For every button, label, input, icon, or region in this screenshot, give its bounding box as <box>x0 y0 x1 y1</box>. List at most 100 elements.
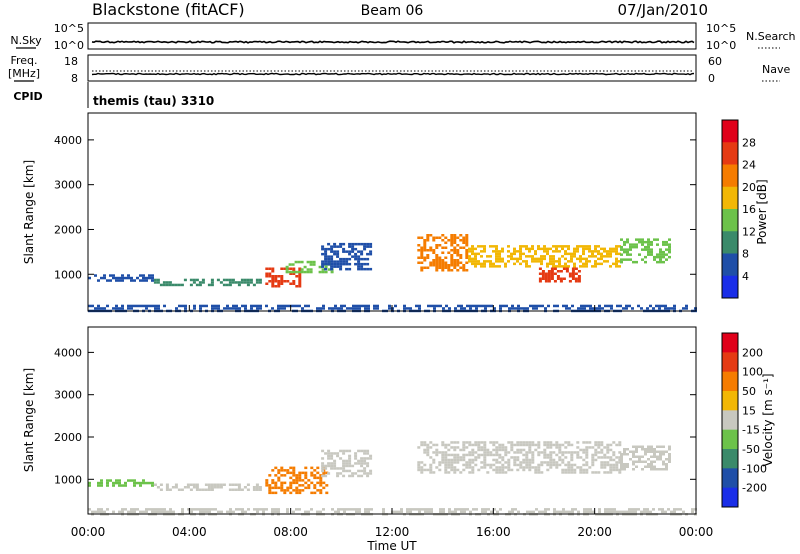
velocity-cell <box>286 469 290 472</box>
velocity-cell <box>298 484 302 487</box>
velocity-cell <box>465 463 469 467</box>
power-cell <box>615 252 618 256</box>
power-cell <box>130 307 133 310</box>
velocity-colorbar-label: Velocity [m s⁻¹] <box>761 373 775 466</box>
velocity-cell <box>321 474 325 478</box>
power-cell <box>256 307 259 310</box>
power-cell <box>615 257 618 261</box>
velocity-cell <box>561 453 565 457</box>
velocity-cell <box>620 463 623 466</box>
velocity-cell <box>501 456 505 459</box>
power-cell <box>321 260 325 263</box>
power-cell <box>441 239 445 242</box>
power-cell <box>298 304 301 308</box>
velocity-cell <box>607 508 610 511</box>
power-cell <box>321 245 325 248</box>
power-cell <box>354 257 358 261</box>
velocity-cell <box>659 458 662 461</box>
power-cell <box>535 307 538 310</box>
velocity-cell <box>555 461 559 464</box>
velocity-cell <box>573 468 577 472</box>
velocity-cell <box>423 443 427 447</box>
velocity-cell <box>579 468 583 472</box>
power-cell <box>594 260 597 263</box>
power-cell <box>615 260 618 263</box>
velocity-cell <box>609 471 613 474</box>
power-cell <box>588 260 591 263</box>
power-cell <box>289 267 293 270</box>
power-cell <box>513 262 516 266</box>
power-cell <box>133 279 136 282</box>
time-tick-label: 00:00 <box>71 525 106 539</box>
power-cell <box>576 245 579 248</box>
velocity-cell <box>668 453 671 456</box>
velocity-cell <box>638 458 641 461</box>
power-cell <box>661 304 664 308</box>
power-cell <box>600 255 603 258</box>
power-cell <box>580 304 583 308</box>
velocity-cell <box>582 448 586 452</box>
velocity-cell <box>342 462 346 465</box>
nsearch-tick-top: 10^5 <box>706 22 736 35</box>
velocity-cell <box>345 459 349 463</box>
power-cell <box>547 272 551 275</box>
power-cell <box>237 281 241 284</box>
velocity-cell <box>301 479 305 482</box>
velocity-cell <box>439 510 442 514</box>
velocity-cell <box>571 510 574 514</box>
power-cell <box>585 262 588 266</box>
power-cell <box>225 278 229 282</box>
power-cell <box>588 247 591 251</box>
power-cell <box>579 265 582 268</box>
velocity-cell <box>591 461 595 464</box>
power-cell <box>127 276 130 280</box>
power-cell <box>673 307 676 310</box>
power-cell <box>168 281 172 284</box>
power-cell <box>507 260 510 263</box>
velocity-cell <box>483 451 487 454</box>
velocity-cell <box>265 484 269 487</box>
velocity-cell <box>546 441 550 444</box>
velocity-cell <box>531 453 535 457</box>
velocity-cell <box>501 466 505 469</box>
velocity-cell <box>177 488 181 491</box>
power-colorbar-segment <box>722 231 738 254</box>
power-cell <box>538 304 541 308</box>
power-cell <box>659 248 662 251</box>
power-cell <box>348 267 352 271</box>
velocity-cell <box>234 488 238 491</box>
velocity-cell <box>570 443 574 447</box>
power-cell <box>265 267 269 270</box>
power-cell <box>541 275 545 278</box>
velocity-cell <box>553 508 556 511</box>
velocity-cell <box>210 488 214 491</box>
velocity-cell <box>244 510 247 514</box>
power-cell <box>517 304 520 308</box>
velocity-cell <box>632 445 635 448</box>
velocity-cell <box>154 508 157 511</box>
velocity-cell <box>450 468 454 472</box>
power-cell <box>277 282 281 285</box>
velocity-cell <box>650 465 653 468</box>
power-cell <box>228 283 232 287</box>
velocity-cell <box>528 458 532 462</box>
velocity-cell <box>507 441 511 444</box>
power-cell <box>650 253 653 256</box>
velocity-cell <box>594 458 598 462</box>
velocity-cell <box>465 461 469 464</box>
power-cell <box>522 252 525 256</box>
velocity-cell <box>310 474 314 477</box>
power-cell <box>127 307 130 310</box>
power-cell <box>606 252 609 256</box>
power-cell <box>508 307 511 310</box>
power-cell <box>274 277 278 280</box>
velocity-cell <box>546 446 550 449</box>
velocity-cell <box>555 443 559 447</box>
velocity-cell <box>271 469 275 472</box>
velocity-cell <box>597 446 601 449</box>
velocity-cell <box>591 453 595 457</box>
power-cell <box>534 250 537 253</box>
power-cell <box>162 283 166 287</box>
power-cell <box>360 265 364 268</box>
power-cell <box>444 264 448 267</box>
